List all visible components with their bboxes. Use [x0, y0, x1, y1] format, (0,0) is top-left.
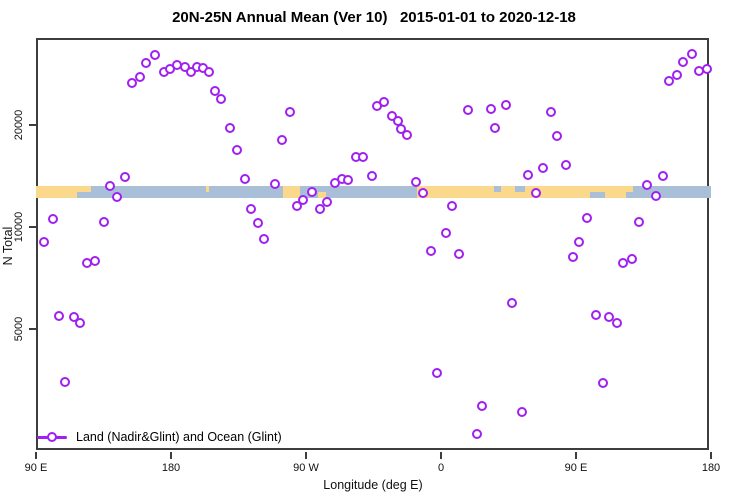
chart-title: 20N-25N Annual Mean (Ver 10) 2015-01-01 …	[172, 9, 576, 26]
y-tick-label: 5000	[13, 316, 25, 342]
x-tick-label: 90 W	[293, 462, 319, 474]
x-tick-mark	[440, 452, 442, 459]
x-tick-label: 180	[161, 462, 181, 474]
x-tick-label: 90 E	[24, 462, 48, 474]
x-tick-label: 90 E	[564, 462, 588, 474]
x-tick-mark	[170, 452, 172, 459]
y-tick-mark	[29, 124, 36, 126]
x-tick-label: 180	[701, 462, 721, 474]
x-tick-mark	[575, 452, 577, 459]
x-tick-mark	[710, 452, 712, 459]
legend-circle-marker-icon	[47, 432, 57, 442]
legend-label: Land (Nadir&Glint) and Ocean (Glint)	[76, 430, 282, 444]
x-tick-label: 0	[437, 462, 445, 474]
y-tick-label: 20000	[13, 109, 25, 141]
y-tick-mark	[29, 226, 36, 228]
y-axis-title: N Total	[1, 226, 15, 266]
x-axis-title: Longitude (deg E)	[323, 478, 423, 492]
x-tick-mark	[305, 452, 307, 459]
legend-line-marker-icon	[37, 432, 67, 442]
y-tick-mark	[29, 328, 36, 330]
legend: Land (Nadir&Glint) and Ocean (Glint)	[37, 429, 282, 445]
plot-area	[36, 38, 709, 450]
x-tick-mark	[35, 452, 37, 459]
